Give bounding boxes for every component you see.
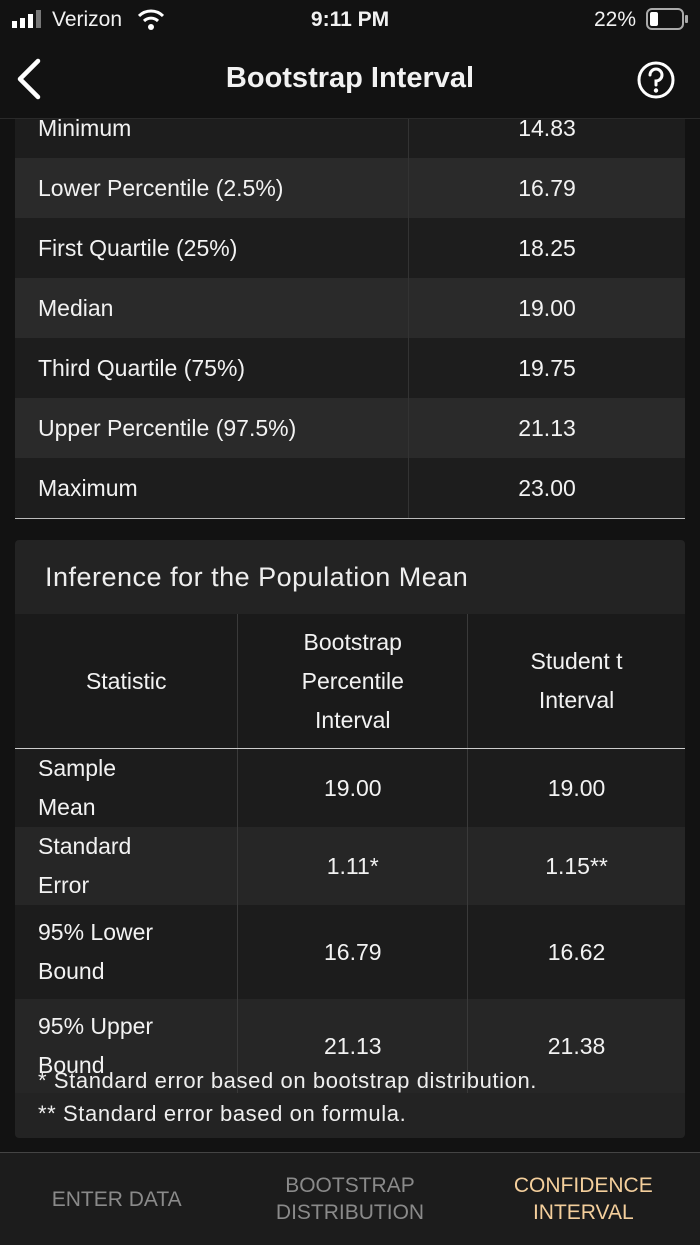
help-button[interactable] (636, 60, 676, 100)
row-label: Sample Mean (15, 748, 239, 827)
cell-value: 19.00 (547, 774, 606, 801)
cell-value: 1.15** (545, 852, 608, 879)
tab[interactable]: CONFIDENCE INTERVAL (513, 1174, 653, 1224)
clock: 9:11 PM (310, 8, 390, 31)
row-value: 21.13 (518, 414, 576, 441)
row-label: Standard Error (15, 827, 239, 905)
row-value: 18.25 (518, 234, 576, 261)
column-header: Student t Interval (467, 614, 685, 749)
row-label: Maximum (15, 458, 409, 518)
row-label: Median (15, 278, 409, 338)
table-row: Standard Error 1.11* 1.15** (15, 827, 685, 905)
tab-bar: ENTER DATA BOOTSTRAP DISTRIBUTION CONFIDEN… (0, 1152, 700, 1245)
cell-value: 16.62 (547, 938, 606, 965)
row-label: Lower Percentile (2.5%) (15, 158, 409, 218)
summary-row: First Quartile (25%) 18.25 (15, 218, 685, 278)
row-label: 95% Upper Bound (15, 999, 239, 1093)
battery-percent: 22% (594, 8, 637, 31)
footnote: ** Standard error based on formula. (38, 1101, 407, 1126)
row-label: Upper Percentile (97.5%) (15, 398, 409, 458)
signal-icon (12, 10, 41, 28)
footnote: * Standard error based on bootstrap dist… (38, 1068, 538, 1093)
row-value: 19.00 (518, 294, 576, 321)
summary-table: Minimum 14.83 Lower Percentile (2.5%) 16.79… (15, 98, 685, 519)
tab[interactable]: BOOTSTRAP DISTRIBUTION (275, 1174, 425, 1224)
summary-row: Lower Percentile (2.5%) 16.79 (15, 158, 685, 218)
table-row: 95% Upper Bound 21.13 21.38 (15, 999, 685, 1093)
inference-card: Inference for the Population Mean Statis… (15, 540, 685, 1138)
row-value: 16.79 (518, 174, 576, 201)
nav-title: Bootstrap Interval (225, 62, 475, 94)
wifi-icon (138, 9, 164, 30)
row-label: Third Quartile (75%) (15, 338, 409, 398)
status-bar: Verizon 9:11 PM 22% (0, 0, 700, 40)
nav-bar: Bootstrap Interval (0, 40, 700, 119)
inference-table: Statistic Bootstrap Percentile Interval St… (15, 614, 685, 1093)
cell-value: 1.11* (237, 827, 469, 905)
table-row: 95% Lower Bound 16.79 16.62 (15, 905, 685, 999)
tab[interactable]: ENTER DATA (51, 1187, 182, 1211)
cell-value: 21.38 (547, 1032, 606, 1059)
cell-value: 16.79 (237, 905, 469, 999)
header-row: Statistic Bootstrap Percentile Interval St… (15, 614, 685, 749)
summary-row: Maximum 23.00 (15, 458, 685, 518)
cell-value: 19.00 (237, 748, 469, 827)
summary-row: Median 19.00 (15, 278, 685, 338)
row-value: 19.75 (518, 354, 576, 381)
column-header: Bootstrap Percentile Interval (237, 614, 469, 749)
cell-value: 21.13 (237, 999, 469, 1093)
back-button[interactable] (14, 58, 44, 100)
column-header: Statistic (15, 614, 239, 749)
row-value: 23.00 (518, 474, 576, 501)
row-label: First Quartile (25%) (15, 218, 409, 278)
card-title: Inference for the Population Mean (45, 562, 469, 592)
carrier: Verizon (52, 8, 123, 31)
table-row: Sample Mean 19.00 19.00 (15, 748, 685, 827)
battery-icon (646, 8, 688, 30)
summary-row: Upper Percentile (97.5%) 21.13 (15, 398, 685, 458)
row-label: 95% Lower Bound (15, 905, 239, 999)
summary-row: Third Quartile (75%) 19.75 (15, 338, 685, 398)
